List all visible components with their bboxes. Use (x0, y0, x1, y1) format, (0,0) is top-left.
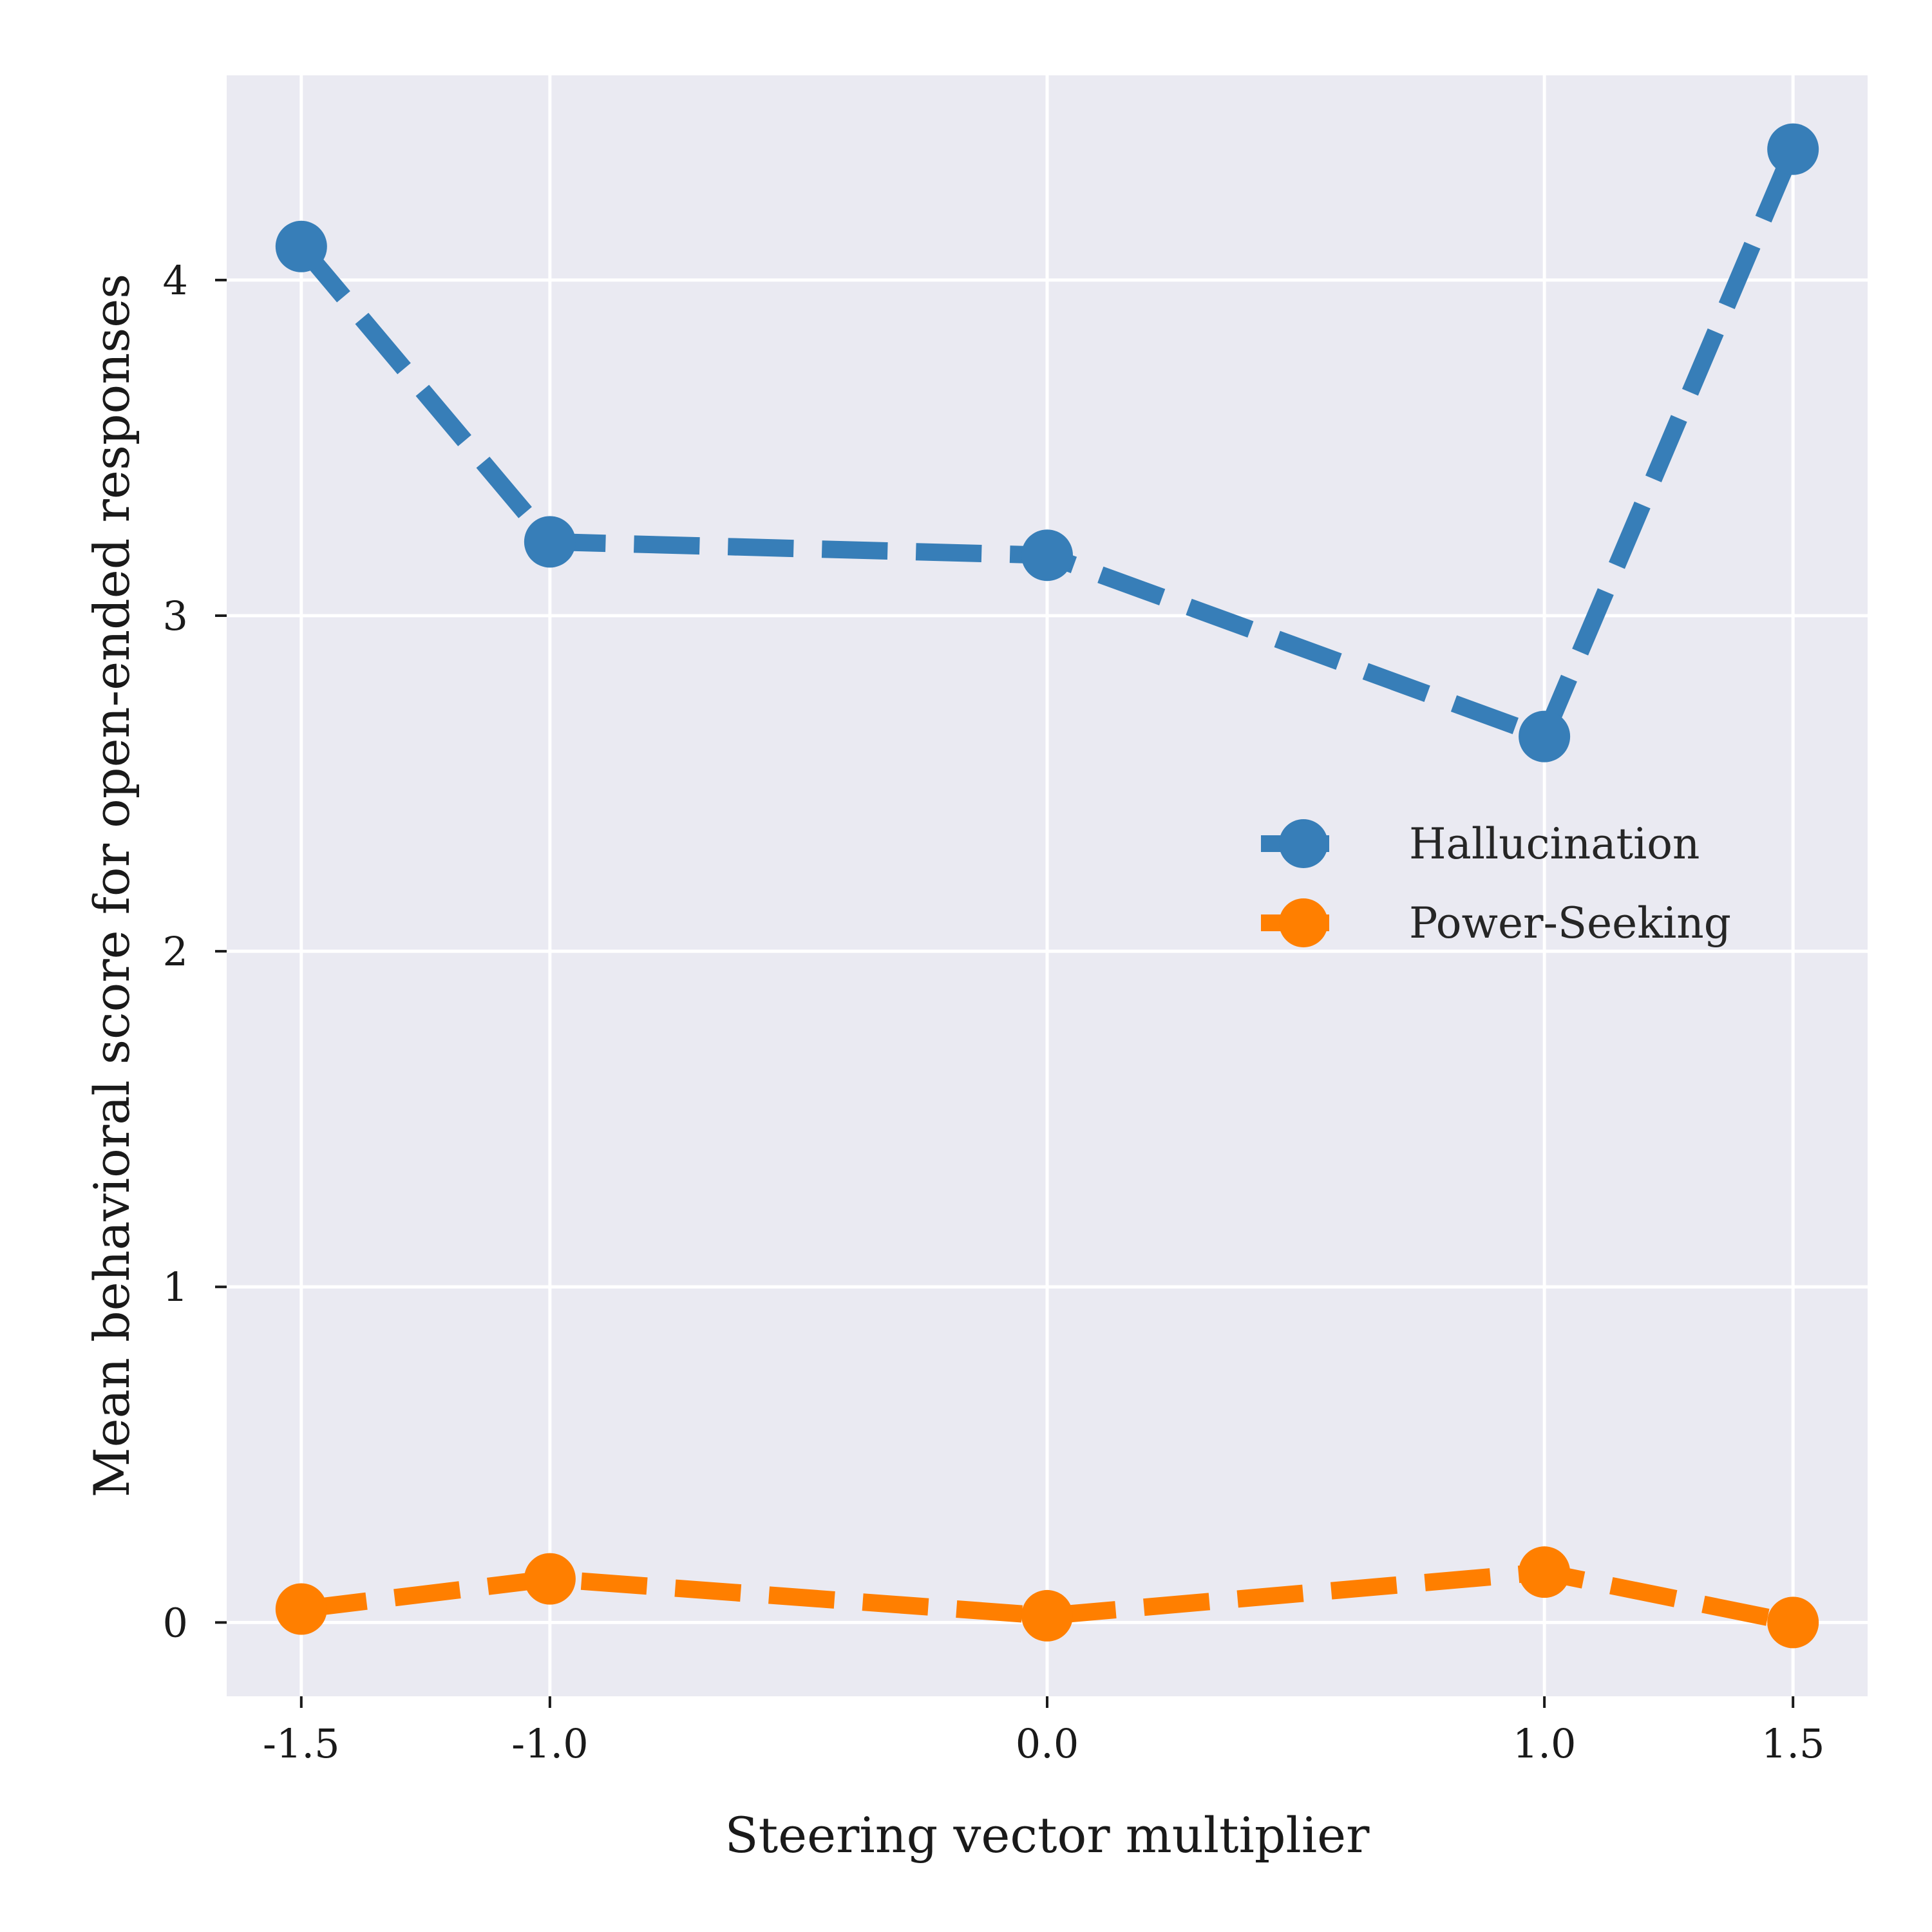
data-point-hallucination (275, 220, 327, 272)
data-point-power-seeking (1519, 1546, 1571, 1598)
x-tick-label: 1.0 (1513, 1720, 1577, 1767)
y-axis-ticks: 0 1 2 3 4 (163, 257, 227, 1646)
legend-entry-hallucination: Hallucination (1261, 819, 1700, 869)
legend-marker-hallucination (1279, 819, 1328, 868)
x-axis-ticks: -1.5 -1.0 0.0 1.0 1.5 (263, 1696, 1824, 1767)
data-point-hallucination (1519, 710, 1571, 762)
legend-entry-power-seeking: Power-Seeking (1261, 898, 1731, 948)
legend: Hallucination Power-Seeking (1261, 819, 1731, 948)
legend-label-power-seeking: Power-Seeking (1409, 898, 1731, 948)
legend-marker-power-seeking (1279, 898, 1328, 947)
series-layer (275, 123, 1819, 1649)
legend-label-hallucination: Hallucination (1409, 819, 1700, 869)
x-tick-label: -1.0 (511, 1720, 589, 1767)
data-point-hallucination (1021, 529, 1073, 582)
x-tick-label: 1.5 (1761, 1720, 1825, 1767)
y-tick-label: 0 (163, 1599, 188, 1646)
data-point-power-seeking (1021, 1589, 1073, 1642)
x-tick-label: 0.0 (1016, 1720, 1079, 1767)
y-tick-label: 1 (163, 1264, 188, 1311)
data-point-power-seeking (1767, 1596, 1819, 1649)
data-point-power-seeking (275, 1583, 327, 1635)
x-tick-label: -1.5 (263, 1720, 340, 1767)
data-point-power-seeking (524, 1553, 576, 1605)
y-axis-label: Mean behavioral score for open-ended res… (83, 274, 140, 1497)
series-line-power-seeking (300, 1563, 1795, 1631)
x-axis-label: Steering vector multiplier (725, 1806, 1370, 1864)
data-point-hallucination (524, 516, 576, 568)
y-tick-label: 3 (163, 592, 188, 639)
y-tick-label: 2 (163, 928, 188, 975)
y-tick-label: 4 (163, 257, 188, 304)
data-point-hallucination (1767, 123, 1819, 175)
